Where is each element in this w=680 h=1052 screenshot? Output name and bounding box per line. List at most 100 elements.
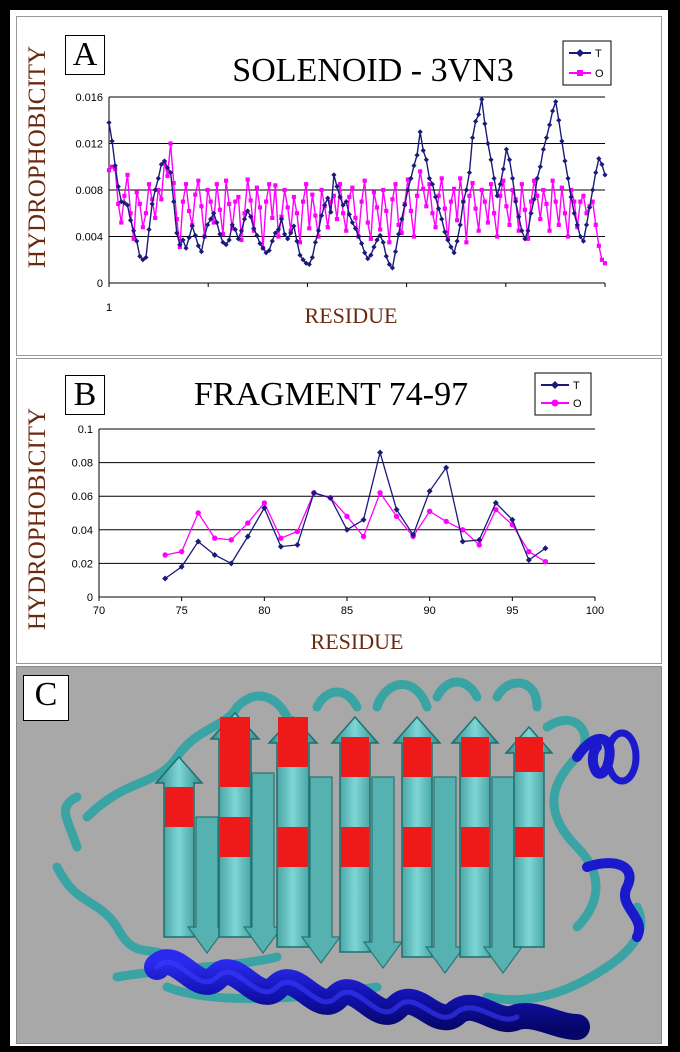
chart-b-series-O-point [493,506,499,513]
chart-a-series-T-point [214,219,220,226]
chart-a-series-O-point [337,182,343,187]
chart-a-series-O-point [227,201,232,207]
chart-a-series-O-point [180,199,186,204]
chart-a-series-O-point [590,199,595,204]
chart-a-series-T-point [340,202,346,208]
chart-a-series-O-point [159,197,164,202]
chart-a-series-O-point [492,211,497,216]
chart-b-xtick-label: 95 [506,605,518,617]
chart-a-series-O-point [196,178,201,183]
chart-a-series-O-point [538,216,543,222]
chart-a-series-O-point [559,185,564,190]
chart-b-series-O-point [393,513,400,520]
chart-a-series-O-point [125,172,130,177]
chart-a-series-T-point [411,162,417,169]
chart-a-series-T-point [285,236,291,242]
chart-b-series-O-point [294,528,301,535]
chart-a-series-T-point [248,214,254,220]
chart-b-series-T-point [377,449,384,456]
chart-a-series-T-point [235,236,241,242]
chart-a-series-O-point [455,218,460,223]
chart-b-series-T-point [162,575,169,582]
chart-a-series-T-point [297,252,303,258]
chart-a-series-T-point [272,230,278,236]
chart-a-series-O-point [498,193,503,198]
chart-a-series-T-point [180,237,186,243]
chart-a-series-T-point [488,157,494,163]
chart-a-series-T-point [183,245,189,251]
chart-b-series-T-point [228,560,235,567]
chart-a-series-O-point [414,193,420,198]
chart-a-series-T-point [220,239,226,245]
chart-a-series-T-point [359,240,365,247]
chart-a-series-O-point [310,192,315,197]
chart-a-series-T-point [269,238,275,244]
chart-b-series-O-point [261,500,268,506]
chart-b-series-O-point [526,548,532,555]
panel-b: HYDROPHOBICITY FRAGMENT 74-97 RESIDUE T … [16,358,662,664]
chart-a-series-O-point [211,220,216,225]
panel-a-letter: A [65,35,105,75]
chart-a-series-O-point [525,236,531,241]
chart-a-series-T-point [238,228,245,234]
chart-a-series-O-point [550,178,555,183]
hotspot-segment [341,827,369,867]
chart-a-series-T-point [405,187,411,193]
chart-b-series-O-point [443,518,449,525]
chart-a-series-O-point [353,215,358,220]
chart-a-series-O-point [239,237,244,243]
chart-a-series-O-point [522,207,527,212]
chart-a-ylabel: HYDROPHOBICITY [24,46,51,268]
chart-a-series-T-point [241,216,248,222]
chart-b-series-O-point [195,510,201,516]
chart-a-series-O-point [451,186,457,191]
hotspot-segment [278,827,308,867]
chart-a-series-T-point [503,146,510,152]
chart-a-series-T-point [168,169,174,176]
chart-a-series-T-point [192,232,198,238]
chart-a-series-T-point [445,237,451,243]
chart-a-ytick-label: 0.012 [75,139,103,151]
chart-a-series-O-point [473,206,478,211]
chart-a-series-O-point [150,197,155,202]
chart-a-series-O-point [165,173,170,179]
chart-a-series-T-point [201,233,208,240]
chart-a-series-O-point [556,222,561,227]
chart-a-series-O-point [442,206,447,211]
chart-a-series-T-point [469,135,476,141]
chart-a-series-T-point [158,161,164,168]
chart-a-series-O-point [285,205,290,210]
chart-a-series-O-point [504,204,509,209]
chart-a-series-T-point [291,223,297,229]
chart-a-series-O-point [106,168,112,173]
chart-b: HYDROPHOBICITY FRAGMENT 74-97 RESIDUE T … [24,372,604,654]
chart-a-series-O-point [304,182,309,187]
chart-a-series-O-point [501,178,506,183]
chart-a-series-O-point [174,216,179,222]
legend-b-o-label: O [573,398,582,410]
beta-strands [154,711,554,975]
chart-a-series-T-point [109,138,115,144]
chart-a-series-O-point [387,240,392,245]
chart-a-series-T-point [226,237,232,243]
chart-a-series-T-point [177,242,183,248]
chart-a-series-O-point [578,199,583,204]
chart-a-series-T-point [559,138,565,144]
chart-a-series-T-point [112,162,118,169]
chart-b-series-O-point [278,535,284,541]
chart-a-series-O-point [291,194,296,200]
chart-a-series-T-point [303,260,309,266]
chart-a-series-T-point [439,216,445,222]
chart-a-series-O-point [347,194,352,200]
chart-a-series-T-point [417,129,423,135]
chart-b-ylabel: HYDROPHOBICITY [24,408,51,630]
chart-a-series-O-point [116,201,121,207]
chart-a-series-O-point [599,257,604,262]
chart-a-series-O-point [294,211,300,216]
chart-a-series-T-point [565,175,571,181]
chart-a-series-O-point [143,211,149,216]
chart-a-series-T-point [590,187,596,193]
chart-b-series-T-point [459,538,466,545]
beta-strand [330,715,404,970]
chart-a-series-T-point [318,212,325,219]
